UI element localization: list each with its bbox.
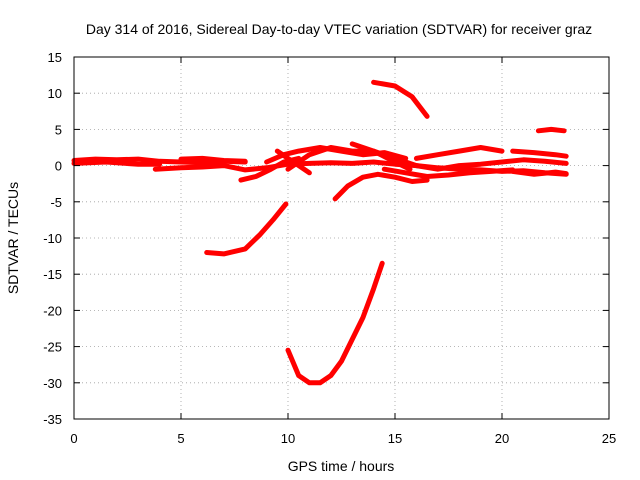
y-tick-label: -30 [43,376,62,391]
series-arc-4 [178,155,248,164]
series-arc-2 [71,159,163,167]
ticks [73,56,610,420]
y-tick-label: -35 [43,412,62,427]
series-arc-17 [204,201,289,257]
tick-labels: 0 5 10 15 20 25 -35 -30 -25 -20 -15 -10 -5 0 5 10 15 [43,50,616,446]
x-tick-label: 10 [281,431,295,446]
y-tick-label: -20 [43,303,62,318]
x-axis-title: GPS time / hours [288,458,395,474]
series-arc-7 [274,148,312,176]
series-arc-14 [535,126,567,134]
x-tick-label: 0 [70,431,77,446]
series-arc-13 [510,168,569,177]
series-layer [71,79,569,386]
series-arc-16 [371,79,430,119]
series-arc-10 [381,166,516,179]
y-tick-label: -10 [43,231,62,246]
y-tick-label: -5 [50,195,62,210]
chart-title: Day 314 of 2016, Sidereal Day-to-day VTE… [86,21,592,37]
y-tick-label: 5 [55,122,62,137]
series-arc-18 [285,260,385,386]
y-tick-label: 15 [48,50,62,65]
series-arc-9 [349,141,413,172]
series-arc-15 [332,171,430,202]
y-tick-label: -25 [43,340,62,355]
series-arc-11 [413,145,505,161]
y-tick-label: 0 [55,159,62,174]
grid [74,57,609,419]
x-tick-label: 15 [388,431,402,446]
x-tick-label: 25 [602,431,616,446]
y-axis-title: SDTVAR / TECUs [5,182,21,294]
y-tick-label: 10 [48,86,62,101]
series-arc-12 [510,148,569,159]
y-tick-label: -15 [43,267,62,282]
x-tick-label: 20 [495,431,509,446]
series-arc-8 [285,145,569,172]
x-tick-label: 5 [177,431,184,446]
